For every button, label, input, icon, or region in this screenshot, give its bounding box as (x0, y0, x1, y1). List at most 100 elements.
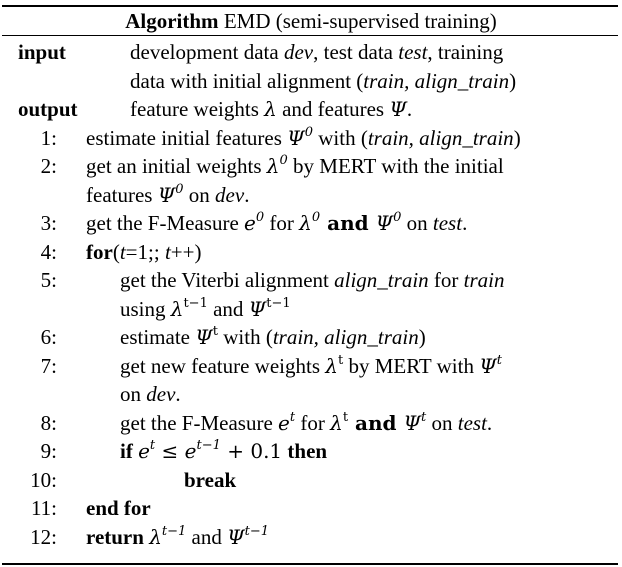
italic-run: t (164, 239, 171, 264)
math-symbol: Ψt−1 (249, 297, 291, 321)
math-base: e (278, 410, 290, 435)
text-run: data with initial alignment ( (130, 68, 364, 93)
math-superscript: t−1 (244, 523, 270, 539)
italic-run: align_train (334, 268, 429, 292)
text-run: by MERT with (343, 353, 480, 378)
step-number: 1: (40, 125, 57, 150)
algorithm-name: EMD (semi-supervised training) (223, 9, 497, 33)
math-and: and (320, 211, 376, 235)
step-number: 2: (40, 154, 57, 178)
math-symbol: λ0 (299, 211, 320, 235)
text-run: get the F-Measure (86, 211, 245, 235)
text-run: . (175, 382, 181, 406)
line-text: get an initial weights λ0 by MERT with t… (86, 152, 504, 180)
text-run: on (426, 410, 458, 435)
math-superscript: 0 (393, 210, 402, 225)
italic-run: test (457, 410, 487, 435)
line-text: end for (86, 494, 151, 522)
math-symbol: λt (330, 411, 348, 435)
text-run: and (186, 524, 228, 549)
line-text: estimate Ψt with (train, align_train) (120, 323, 426, 351)
text-run: ) (513, 125, 521, 150)
text-run: get the F-Measure (120, 410, 279, 435)
italic-run: test (398, 40, 428, 64)
math-symbol: Ψt (479, 354, 502, 378)
italic-run: dev (283, 40, 314, 64)
line-text: estimate initial features Ψ0 with (train… (86, 124, 521, 152)
italic-run: dev (215, 182, 245, 207)
algorithm-line: 3: get the F-Measure e0 for λ0 and Ψ0 on … (0, 209, 622, 237)
algorithm-line: using λt−1 and Ψt−1 (0, 295, 622, 323)
math-superscript: t (212, 324, 219, 339)
math-superscript: t−1 (183, 295, 208, 311)
line-text: if et ≤ et−1 + 0.1 then (120, 437, 327, 465)
keyword: return (86, 524, 150, 549)
keyword: break (184, 467, 237, 492)
line-text: get the Viterbi alignment align_train fo… (120, 266, 505, 294)
text-run: on (183, 182, 216, 207)
keyword: then (282, 439, 328, 463)
text-run: =1;; (125, 239, 165, 264)
text-run: . (486, 410, 493, 435)
math-symbol: λt−1 (149, 525, 186, 549)
math-base: λ (149, 524, 162, 549)
math-base: e (244, 211, 256, 235)
text-run: and features (276, 97, 390, 121)
line-text: get the F-Measure et for λt and Ψt on te… (120, 409, 492, 437)
text-run: . (244, 182, 250, 207)
text-run: with ( (313, 125, 368, 150)
math-and: and (348, 410, 404, 435)
algorithm-line: 12: return λt−1 and Ψt−1 (0, 523, 622, 551)
math-superscript: t (496, 352, 502, 368)
math-base: λ (266, 154, 280, 178)
algorithm-line: output feature weights λ and features Ψ. (0, 95, 622, 123)
math-symbol: e0 (244, 211, 264, 235)
math-superscript: 0 (255, 210, 265, 225)
line-text: get new feature weights λt by MERT with … (120, 352, 502, 380)
math-base: λ (170, 296, 184, 321)
math-base: Ψ (227, 524, 245, 549)
algorithm-line: 4: for(t=1;; t++) (0, 238, 622, 266)
algorithm-line: input development data dev, test data tes… (0, 38, 622, 66)
algorithm-line: 10: break (0, 466, 622, 494)
text-run: with ( (218, 325, 273, 349)
math-operator: ≤ (155, 439, 185, 463)
math-superscript: t (149, 438, 156, 453)
top-rule (2, 5, 618, 7)
math-superscript: 0 (175, 181, 184, 197)
text-run: on (401, 211, 433, 235)
italic-run: t (119, 239, 126, 264)
math-symbol: et (138, 439, 155, 463)
output-label: output (18, 97, 78, 121)
math-superscript: t (421, 409, 427, 425)
math-base: Ψ (375, 211, 394, 235)
math-base: e (138, 439, 150, 463)
text-run: estimate (120, 325, 196, 349)
math-base: Ψ (403, 410, 422, 435)
text-run: ) (418, 325, 426, 349)
line-text: get the F-Measure e0 for λ0 and Ψ0 on te… (86, 209, 467, 237)
math-operator: + 0.1 (220, 439, 283, 463)
text-run: for (428, 268, 464, 292)
math-base: Ψ (479, 353, 497, 378)
algorithm-line: 6: estimate Ψt with (train, align_train) (0, 323, 622, 351)
math-symbol: λt (325, 354, 343, 378)
italic-run: train, align_train (367, 125, 514, 150)
math-base: e (184, 439, 197, 463)
math-symbol: et−1 (185, 439, 221, 463)
math-superscript: t−1 (196, 438, 221, 453)
italic-run: train, align_train (363, 68, 510, 93)
text-run: on (120, 382, 147, 406)
math-base: λ (330, 410, 343, 435)
line-text: break (184, 466, 236, 494)
step-number: 8: (40, 410, 57, 435)
line-text: for(t=1;; t++) (86, 238, 201, 266)
text-run: for (295, 410, 331, 435)
text-run: . (462, 211, 468, 235)
bottom-rule (2, 563, 618, 565)
line-text: data with initial alignment (train, alig… (130, 67, 516, 95)
math-symbol: Ψt (195, 325, 218, 349)
math-symbol: λt−1 (171, 297, 208, 321)
text-run: . (406, 97, 413, 121)
italic-run: test (432, 211, 463, 235)
